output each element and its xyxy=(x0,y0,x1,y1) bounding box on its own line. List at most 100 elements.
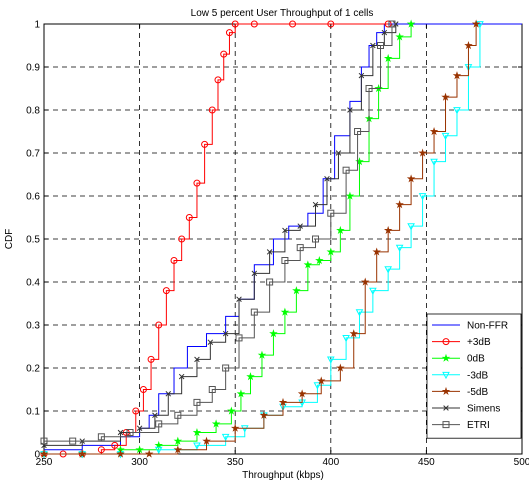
data-point xyxy=(312,201,319,208)
data-point xyxy=(349,329,358,338)
data-point xyxy=(40,437,48,445)
y-tick-label: 0.4 xyxy=(26,278,40,289)
data-point xyxy=(132,407,140,415)
data-point xyxy=(220,50,228,58)
data-point xyxy=(185,214,193,221)
y-tick-label: 0.2 xyxy=(26,364,40,375)
y-tick-label: 0.8 xyxy=(26,106,40,117)
y-tick-label: 0.3 xyxy=(26,321,40,332)
legend-label: -3dB xyxy=(467,370,488,381)
chart-title: Low 5 percent User Throughput of 1 cells xyxy=(191,8,374,19)
data-point xyxy=(372,247,381,256)
data-point xyxy=(135,445,144,454)
data-point xyxy=(174,411,182,419)
data-point xyxy=(406,174,416,183)
data-point xyxy=(192,428,202,437)
data-point xyxy=(381,29,388,36)
data-point xyxy=(335,150,342,156)
data-point xyxy=(281,257,289,264)
data-point xyxy=(441,92,450,101)
data-point xyxy=(208,106,216,114)
data-point xyxy=(324,176,330,182)
data-point xyxy=(251,270,258,277)
data-point xyxy=(312,235,320,243)
data-point xyxy=(407,223,415,231)
data-point xyxy=(221,433,230,442)
data-point xyxy=(393,21,399,27)
data-point xyxy=(162,287,170,295)
data-point xyxy=(347,107,353,113)
data-point xyxy=(313,382,322,390)
data-point xyxy=(170,257,178,264)
data-point xyxy=(139,386,147,393)
data-point xyxy=(369,287,377,295)
data-point xyxy=(147,355,155,363)
data-point xyxy=(230,423,240,432)
data-point xyxy=(201,140,209,148)
data-point xyxy=(388,20,396,28)
data-point xyxy=(173,445,183,454)
data-point xyxy=(39,449,49,458)
data-point xyxy=(355,309,364,317)
data-point xyxy=(342,166,350,174)
data-point xyxy=(111,441,119,449)
data-point xyxy=(342,335,350,343)
data-point xyxy=(97,446,105,454)
data-point xyxy=(178,235,186,243)
y-tick-label: 0.9 xyxy=(26,63,40,74)
legend-label: +3dB xyxy=(467,337,491,348)
x-tick-label: 350 xyxy=(227,457,244,468)
data-point xyxy=(116,449,125,458)
y-tick-label: 1 xyxy=(34,20,40,31)
data-point xyxy=(259,410,269,419)
legend-box xyxy=(426,313,522,439)
data-point xyxy=(208,386,216,393)
data-point xyxy=(384,266,392,274)
data-point xyxy=(235,334,243,342)
data-point xyxy=(303,260,313,269)
data-point xyxy=(315,256,324,265)
legend-label: 0dB xyxy=(467,354,485,365)
data-point xyxy=(464,41,473,50)
data-point xyxy=(429,127,439,136)
data-point xyxy=(193,179,201,187)
data-point xyxy=(327,20,335,28)
legend-label: Simens xyxy=(467,404,500,415)
x-tick-label: 250 xyxy=(36,457,53,468)
series-group xyxy=(39,19,522,459)
y-tick-label: 0.1 xyxy=(26,407,40,418)
data-point xyxy=(152,412,158,419)
series-etri xyxy=(40,20,396,445)
data-point xyxy=(430,158,438,166)
data-point xyxy=(358,72,365,79)
data-point xyxy=(77,449,87,458)
data-point xyxy=(326,247,336,256)
data-point xyxy=(178,373,185,380)
data-point xyxy=(194,356,200,363)
data-point xyxy=(452,71,462,80)
data-point xyxy=(326,356,335,364)
data-point xyxy=(406,19,416,28)
data-point xyxy=(365,85,373,92)
axis-ticks: 250 300 350 400 450 500 0 0.1 0.2 0.3 0.4 0.5 0.6 0.7… xyxy=(26,20,529,469)
data-point xyxy=(207,339,214,345)
series--3db xyxy=(40,21,484,459)
x-tick-label: 450 xyxy=(418,457,435,468)
data-point xyxy=(165,391,172,397)
data-point xyxy=(336,225,345,235)
data-point xyxy=(202,436,211,445)
y-tick-label: 0.5 xyxy=(26,235,40,246)
data-point xyxy=(296,244,304,252)
legend: Non-FFR +3dB 0dB -3dB -5dB Simens ETRI xyxy=(426,313,522,439)
data-point xyxy=(395,32,404,41)
data-point xyxy=(117,429,124,436)
data-point xyxy=(250,308,258,316)
y-axis-label: CDF xyxy=(4,229,15,250)
series-line xyxy=(44,23,522,451)
data-point xyxy=(292,286,301,295)
data-point xyxy=(355,157,364,166)
data-point xyxy=(278,397,288,407)
data-point xyxy=(370,42,376,49)
data-point xyxy=(476,21,484,29)
data-point xyxy=(193,442,201,450)
